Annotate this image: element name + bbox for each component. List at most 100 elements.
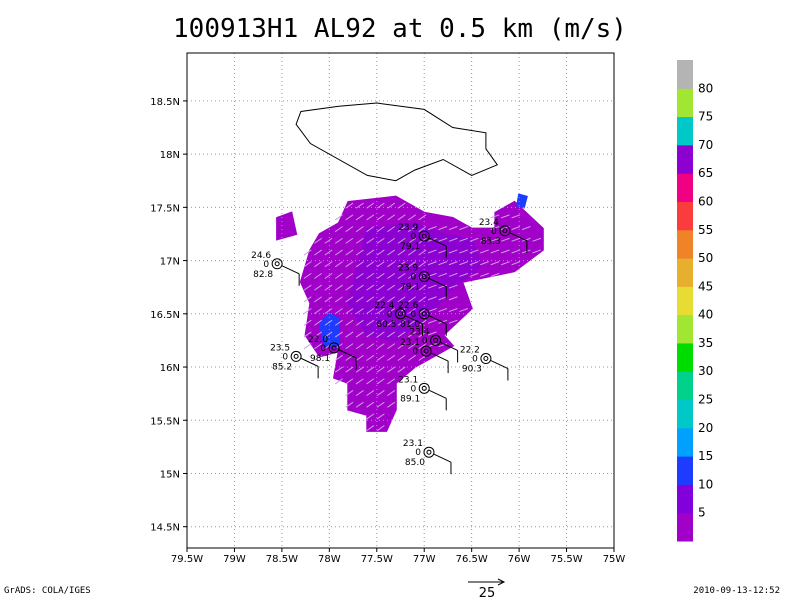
colorbar-swatch [677, 258, 693, 287]
station-value: 0 [320, 344, 326, 354]
wind-vector [376, 343, 385, 350]
wind-vector [324, 272, 333, 279]
wind-vector [303, 284, 312, 291]
wind-vector [366, 378, 375, 385]
y-tick-label: 17.5N [150, 203, 180, 214]
y-tick-label: 16N [160, 363, 180, 374]
wind-vector [438, 237, 448, 242]
wind-vector [408, 308, 416, 315]
wind-vector [427, 296, 437, 301]
wind-vector [376, 401, 385, 408]
wind-vector [355, 308, 364, 315]
wind-vector [387, 390, 396, 397]
y-tick-label: 14.5N [150, 523, 180, 534]
station-value: 0 [412, 347, 418, 357]
colorbar-swatch [677, 88, 693, 118]
x-tick-label: 79.5W [171, 554, 203, 565]
station-barb [300, 357, 319, 367]
colorbar-swatch [677, 427, 693, 457]
wind-vector [376, 378, 385, 385]
colorbar-label: 60 [698, 194, 713, 208]
wind-vector [459, 226, 469, 231]
station-pressure: 81.0 [400, 320, 420, 330]
wind-vector [438, 272, 448, 277]
wind-vector [303, 319, 312, 326]
wind-vector [355, 331, 364, 338]
wind-vector [376, 249, 385, 256]
colorbar-swatch [677, 229, 693, 259]
x-tick-label: 78.5W [266, 554, 298, 565]
station-pressure: 85.3 [481, 237, 501, 247]
colorbar-swatch [677, 144, 693, 174]
colorbar-swatch [677, 342, 693, 372]
wind-vector [480, 272, 489, 277]
colorbar-label: 75 [698, 110, 713, 124]
station-value: 0 [410, 384, 416, 394]
axis-layer: 79.5W 79W 78.5W 78W 77.5W 77W 76.5W 76W 75.5W 75W… [150, 52, 625, 565]
wind-vector [427, 261, 437, 266]
station-ring [328, 342, 340, 354]
wind-vector [490, 249, 500, 254]
wind-vector [500, 261, 510, 266]
wind-vector [345, 401, 354, 408]
wind-vector [387, 296, 396, 303]
wind-vector [469, 261, 479, 266]
wind-vector [459, 237, 469, 242]
wind-vector [500, 214, 510, 219]
wind-vector [314, 272, 323, 279]
y-tick-label: 15.5N [150, 416, 180, 427]
colorbar-label: 55 [698, 223, 713, 237]
station-temp: 22.0 [308, 335, 328, 345]
wind-vector [303, 272, 312, 279]
wind-vector [314, 343, 323, 350]
wind-vector [427, 343, 437, 348]
wind-vector [314, 319, 323, 326]
wind-vector [355, 343, 364, 350]
wind-vector [469, 249, 479, 254]
wind-vector [303, 343, 312, 350]
wind-vector [334, 284, 343, 291]
station-ring [418, 382, 430, 394]
wind-vector [324, 308, 333, 315]
wind-vector [418, 343, 427, 350]
wind-vector [397, 366, 406, 373]
wind-vector [334, 261, 343, 268]
station-ring [418, 271, 430, 283]
wind-vector [303, 261, 312, 268]
wind-vector [427, 249, 437, 254]
wind-vector [387, 214, 396, 221]
wind-vector [408, 214, 416, 221]
wind-vector [355, 214, 364, 221]
wind-vector [334, 331, 343, 338]
wind-vector [334, 308, 343, 315]
wind-vector [459, 272, 469, 277]
station-temp: 22.4 [374, 301, 394, 311]
station: 23.10 [400, 338, 449, 374]
wind-vector [345, 308, 354, 315]
wind-vector [355, 296, 364, 303]
station-ring [499, 225, 511, 237]
wind-vector [366, 343, 375, 350]
wind-vector [408, 249, 416, 256]
wind-vector [418, 214, 427, 221]
station-pressure: 85.0 [405, 458, 425, 468]
wind-vector [397, 296, 406, 303]
wind-vector [469, 237, 479, 242]
wind-vector [376, 308, 385, 315]
wind-vector [387, 319, 396, 326]
y-tick-label: 15N [160, 469, 180, 480]
vector-scale: 25 [468, 578, 506, 600]
wind-vector [334, 237, 343, 244]
wind-vector [376, 413, 385, 420]
x-tick-label: 77W [413, 554, 436, 565]
wind-vector [366, 237, 375, 244]
wind-vector [324, 261, 333, 268]
wind-vector [408, 331, 416, 338]
wind-vector [448, 249, 458, 254]
wind-vector [334, 378, 343, 385]
